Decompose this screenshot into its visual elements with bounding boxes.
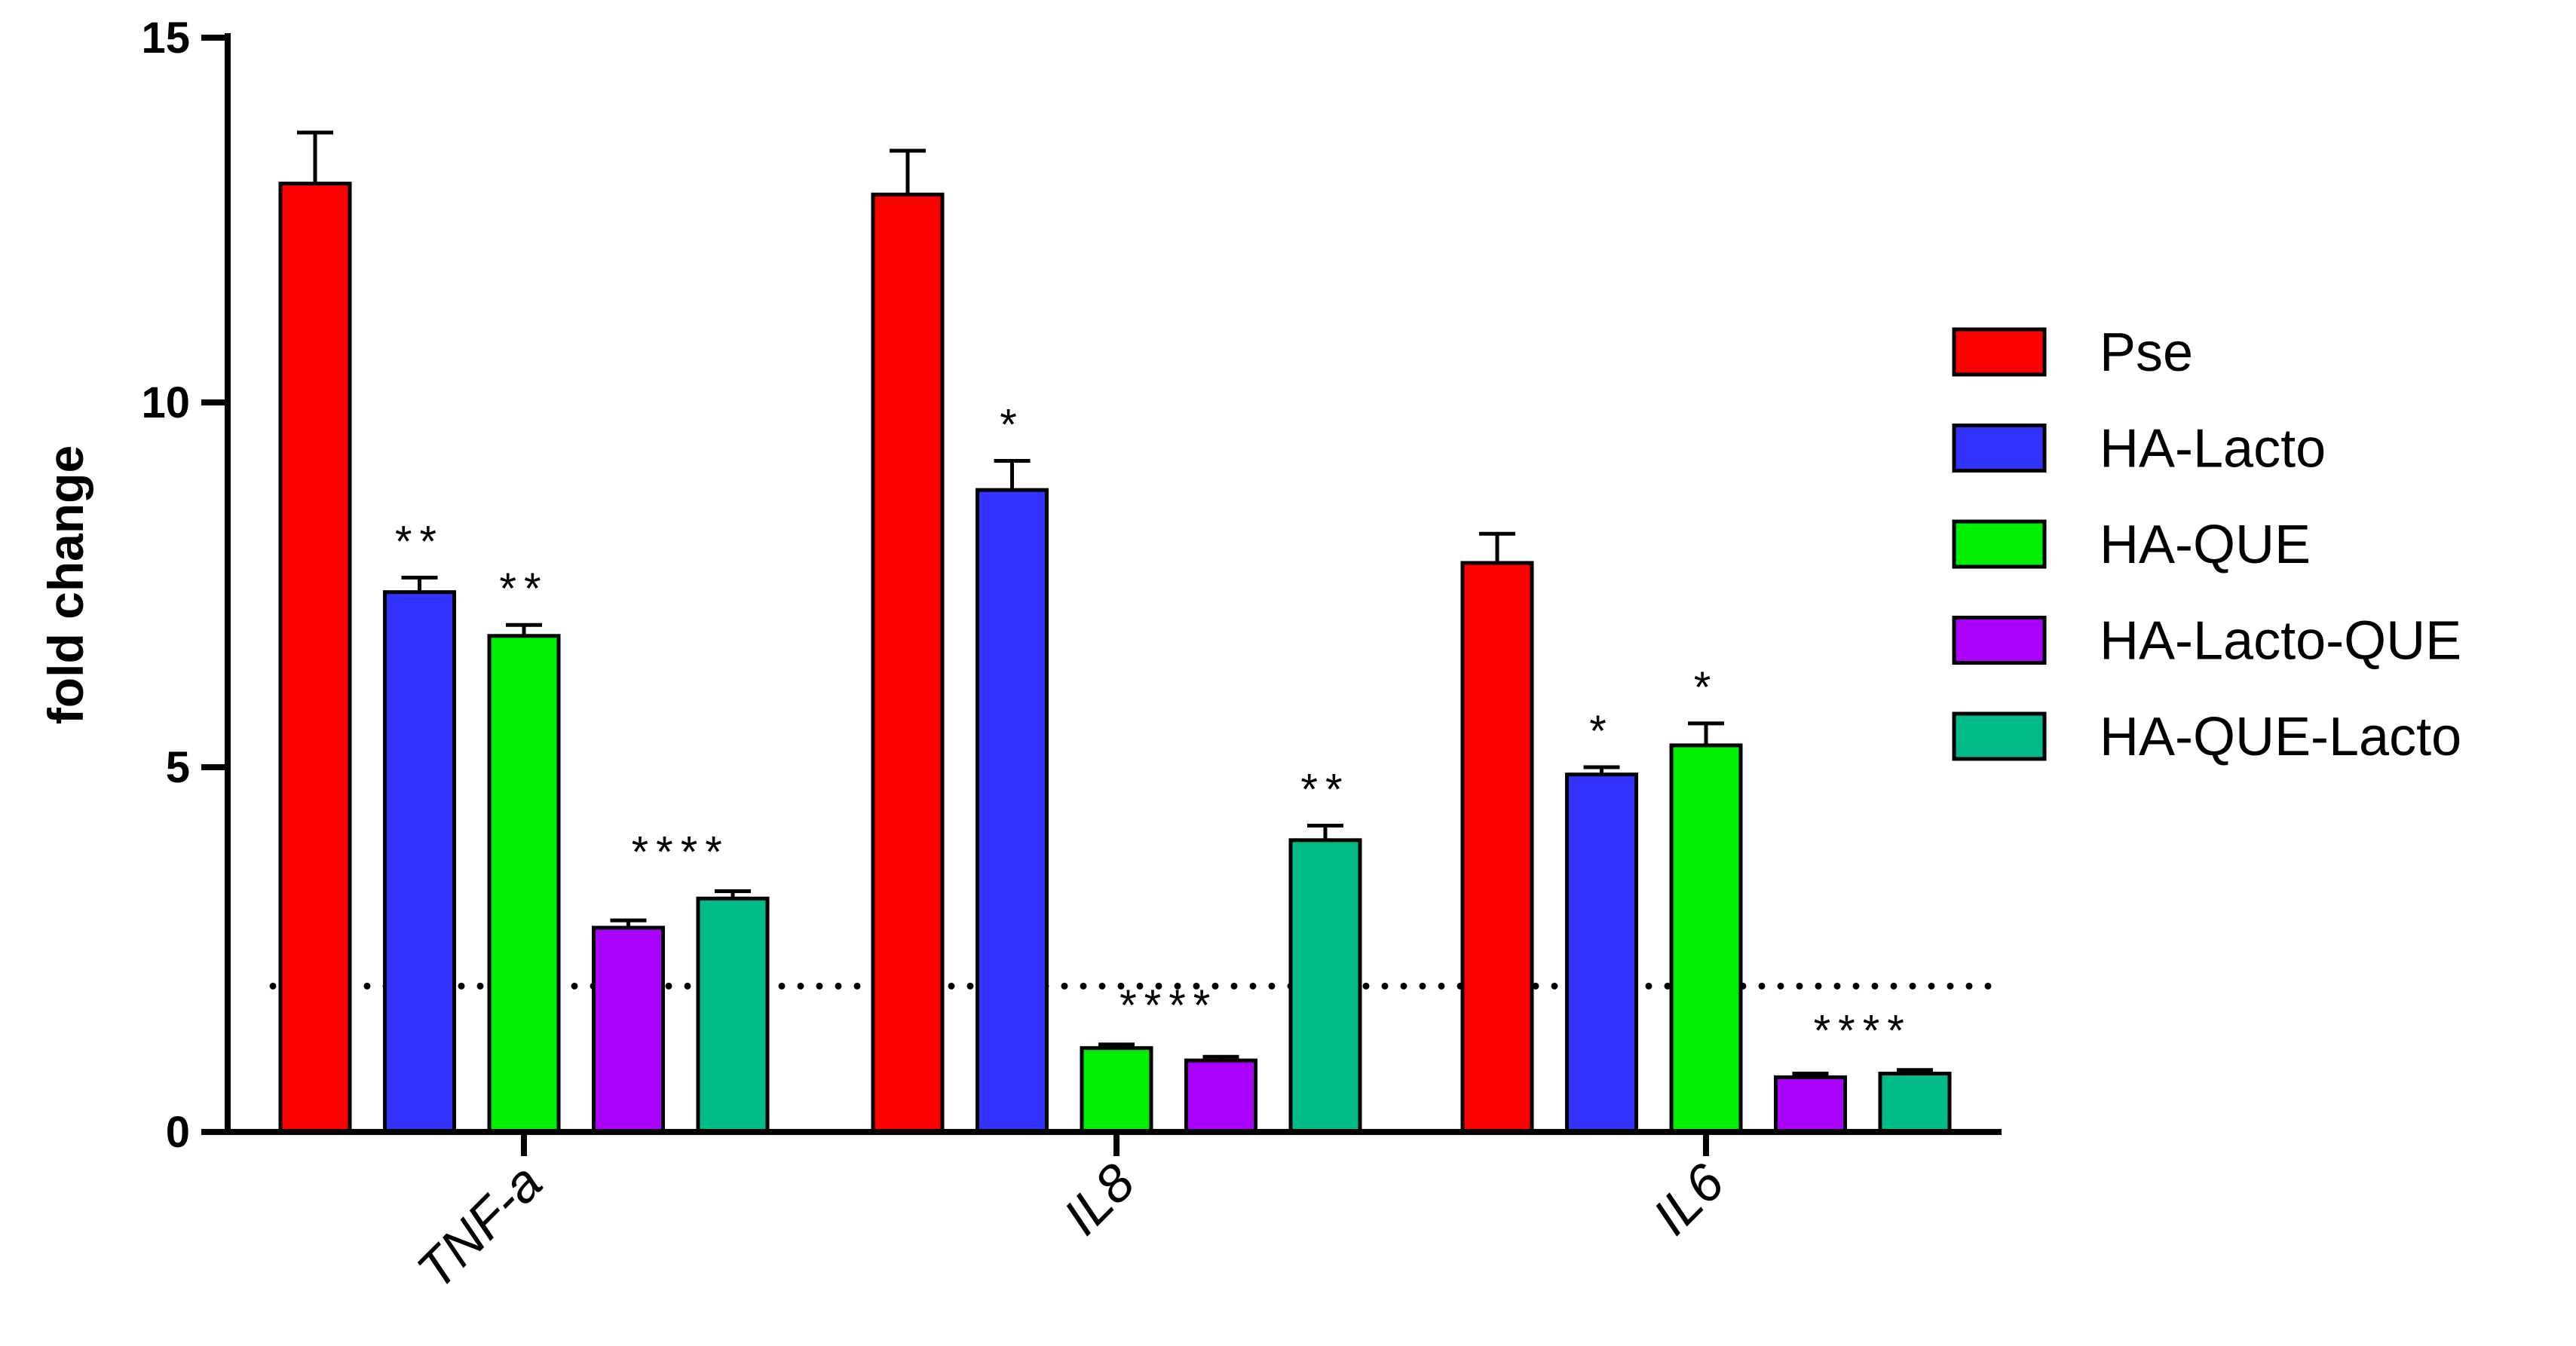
bar-Pse-IL6 (1460, 561, 1534, 1134)
legend-swatch (1952, 519, 2047, 569)
legend-swatch (1952, 616, 2047, 665)
bar-HA-Lacto-TNF-a (383, 590, 456, 1134)
y-axis-title: fold change (38, 445, 93, 724)
bar-HA-QUE-TNF-a (487, 634, 561, 1134)
bar-HA-Lacto-QUE-IL6 (1774, 1075, 1847, 1134)
legend-label: HA-QUE-Lacto (2100, 707, 2461, 767)
bar-HA-QUE-Lacto-IL6 (1878, 1072, 1952, 1134)
legend-label: HA-Lacto-QUE (2100, 611, 2461, 671)
legend-swatch (1952, 711, 2047, 761)
x-tick-label: IL6 (1642, 1152, 1735, 1246)
significance-label: ** (499, 564, 548, 613)
significance-label: ** (1300, 765, 1349, 814)
bar-HA-Lacto-IL8 (976, 488, 1049, 1134)
legend-label: HA-Lacto (2100, 419, 2326, 479)
legend-swatch (1952, 327, 2047, 377)
y-tick-label: 10 (141, 378, 190, 427)
legend-label: HA-QUE (2100, 515, 2311, 575)
bar-HA-QUE-Lacto-TNF-a (696, 896, 770, 1134)
significance-label: * (1589, 707, 1614, 756)
bar-Pse-TNF-a (278, 182, 352, 1134)
group-significance-label: **** (1814, 1007, 1912, 1056)
x-tick-label: TNF-a (406, 1152, 553, 1299)
group-significance-label: **** (632, 828, 730, 877)
bar-HA-QUE-IL6 (1669, 743, 1743, 1134)
bar-HA-QUE-IL8 (1080, 1046, 1153, 1134)
bar-HA-Lacto-QUE-IL8 (1184, 1058, 1257, 1134)
significance-label: * (1694, 663, 1719, 712)
bar-Pse-IL8 (871, 192, 945, 1134)
bar-HA-Lacto-IL6 (1565, 772, 1638, 1134)
bar-HA-QUE-Lacto-IL8 (1288, 838, 1362, 1134)
x-tick-label: IL8 (1052, 1152, 1146, 1246)
legend-swatch (1952, 424, 2047, 473)
y-tick-label: 5 (166, 743, 190, 792)
y-tick-label: 0 (166, 1108, 190, 1157)
bar-HA-Lacto-QUE-TNF-a (592, 925, 665, 1134)
legend-label: Pse (2100, 323, 2193, 383)
significance-label: * (1000, 400, 1025, 449)
group-significance-label: **** (1120, 981, 1218, 1030)
significance-label: ** (395, 517, 444, 566)
y-tick-label: 15 (141, 14, 190, 63)
